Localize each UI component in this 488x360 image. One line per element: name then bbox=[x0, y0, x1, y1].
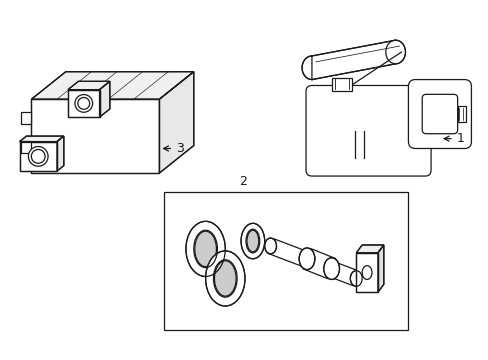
Ellipse shape bbox=[205, 251, 244, 306]
Polygon shape bbox=[20, 136, 64, 141]
Ellipse shape bbox=[299, 248, 314, 270]
Ellipse shape bbox=[264, 238, 276, 254]
Polygon shape bbox=[100, 81, 110, 117]
Bar bbox=[457, 106, 465, 122]
FancyBboxPatch shape bbox=[407, 80, 470, 148]
Text: 1: 1 bbox=[443, 132, 464, 145]
Ellipse shape bbox=[28, 147, 48, 166]
Polygon shape bbox=[57, 136, 64, 171]
Ellipse shape bbox=[214, 261, 236, 296]
Ellipse shape bbox=[194, 231, 216, 267]
Ellipse shape bbox=[385, 40, 405, 64]
Ellipse shape bbox=[246, 230, 258, 252]
Ellipse shape bbox=[323, 258, 339, 279]
Polygon shape bbox=[377, 245, 383, 292]
Text: 3: 3 bbox=[163, 142, 183, 155]
Polygon shape bbox=[68, 81, 110, 90]
Polygon shape bbox=[31, 72, 193, 99]
Ellipse shape bbox=[185, 221, 225, 276]
Bar bbox=[21, 112, 31, 123]
FancyBboxPatch shape bbox=[421, 94, 457, 134]
Polygon shape bbox=[311, 40, 395, 80]
Polygon shape bbox=[356, 245, 383, 253]
Ellipse shape bbox=[302, 56, 321, 80]
Polygon shape bbox=[267, 239, 358, 286]
Ellipse shape bbox=[75, 95, 92, 112]
Polygon shape bbox=[68, 90, 100, 117]
FancyBboxPatch shape bbox=[305, 85, 430, 176]
Text: 2: 2 bbox=[239, 175, 246, 188]
Polygon shape bbox=[20, 141, 57, 171]
Polygon shape bbox=[31, 99, 159, 173]
Polygon shape bbox=[303, 249, 335, 279]
Ellipse shape bbox=[349, 271, 362, 286]
Ellipse shape bbox=[241, 223, 264, 259]
Bar bbox=[164, 192, 407, 330]
Bar bbox=[21, 141, 31, 153]
Bar bbox=[332, 78, 351, 91]
Polygon shape bbox=[159, 72, 193, 173]
Polygon shape bbox=[356, 253, 377, 292]
